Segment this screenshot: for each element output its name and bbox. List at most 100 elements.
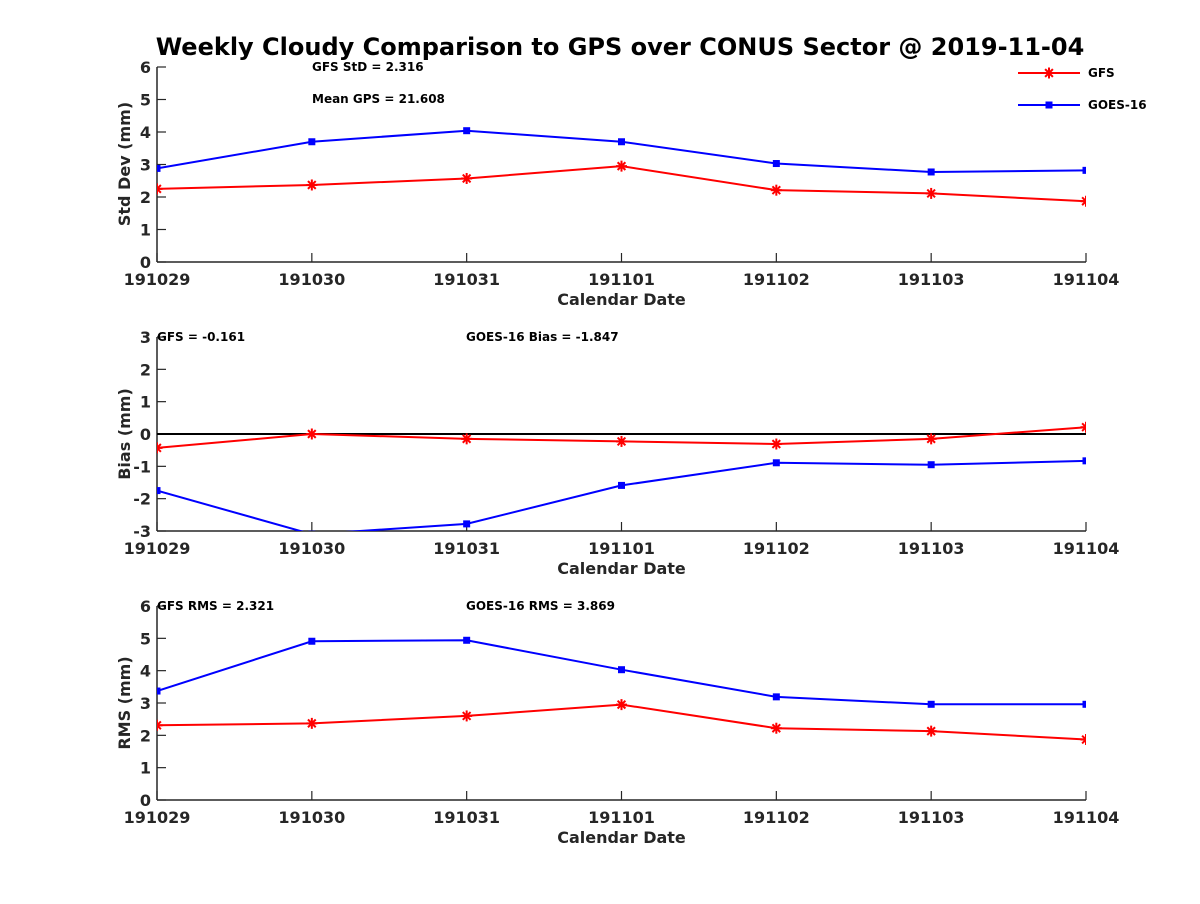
data-point-goes-16 [927, 168, 935, 176]
asterisk-stroke [307, 718, 317, 728]
data-point-gfs [770, 184, 782, 196]
x-tick-label: 191030 [278, 270, 345, 289]
data-point-goes-16 [308, 530, 316, 531]
data-point-gfs [616, 160, 627, 172]
asterisk-stroke [462, 711, 472, 721]
asterisk-stroke [771, 723, 781, 733]
data-point-goes-16 [1082, 700, 1086, 708]
data-point-gfs [925, 433, 937, 445]
y-tick-label: 5 [140, 629, 151, 648]
data-point-gfs [461, 433, 473, 445]
data-point-goes-16 [157, 487, 161, 495]
y-tick-label: 1 [140, 759, 151, 778]
legend-label: GOES-16 [1088, 98, 1147, 112]
asterisk-stroke [1081, 738, 1086, 745]
asterisk-stroke [462, 173, 472, 184]
data-point-goes-16 [772, 459, 780, 467]
data-point-goes-16 [308, 138, 316, 146]
panels: 0 1 2 3 4 5 6 191029 191030 191031 191101 191102 191… [115, 58, 1119, 847]
x-tick-label: 191029 [124, 808, 191, 827]
asterisk-stroke [616, 700, 627, 710]
y-tick-label: 3 [140, 694, 151, 713]
data-point-gfs [157, 442, 163, 454]
asterisk-stroke [1081, 734, 1086, 741]
data-point-goes-16 [1082, 457, 1086, 465]
x-tick-label: 191103 [898, 270, 965, 289]
asterisk-stroke [157, 720, 162, 727]
y-tick-label: 2 [140, 726, 151, 745]
data-point-gfs [616, 699, 627, 711]
y-tick-label: 5 [140, 91, 151, 110]
asterisk-stroke [157, 443, 162, 450]
asterisk-stroke [307, 429, 317, 439]
x-tick-label: 191102 [743, 539, 810, 558]
data-point-gfs [1080, 195, 1086, 207]
annotation: GFS = -0.161 [157, 330, 245, 344]
y-tick-label: 3 [140, 156, 151, 175]
data-point-gfs [770, 722, 782, 734]
data-point-goes-16 [618, 481, 625, 489]
x-tick-label: 191101 [588, 808, 655, 827]
data-point-gfs [461, 172, 473, 184]
data-point-goes-16 [1082, 166, 1086, 174]
data-point-gfs [616, 435, 627, 447]
asterisk-stroke [1081, 422, 1086, 429]
legend-label: GFS [1088, 66, 1115, 80]
asterisk-stroke [157, 184, 162, 191]
legend-marker [1045, 101, 1053, 109]
asterisk-stroke [926, 726, 936, 736]
data-point-goes-16 [772, 693, 780, 701]
x-tick-label: 191101 [588, 539, 655, 558]
annotation: GFS StD = 2.316 [312, 60, 424, 74]
data-point-gfs [1080, 734, 1086, 746]
x-tick-label: 191103 [898, 808, 965, 827]
y-tick-label: 0 [140, 253, 151, 272]
x-tick-label: 191104 [1053, 539, 1120, 558]
x-tick-label: 191030 [278, 808, 345, 827]
data-point-gfs [925, 187, 937, 199]
data-point-goes-16 [463, 127, 471, 135]
chart-title: Weekly Cloudy Comparison to GPS over CON… [156, 33, 1085, 61]
x-axis-label: Calendar Date [557, 290, 686, 309]
x-tick-label: 191101 [588, 270, 655, 289]
asterisk-stroke [771, 185, 781, 195]
y-axis-label: RMS (mm) [115, 656, 134, 749]
panel-1: 0 1 2 3 4 5 6 191029 191030 191031 191101 191102 191… [115, 58, 1119, 309]
x-tick-label: 191029 [124, 539, 191, 558]
x-tick-label: 191104 [1053, 808, 1120, 827]
asterisk-stroke [926, 434, 936, 444]
y-tick-label: 3 [140, 328, 151, 347]
data-point-goes-16 [463, 636, 471, 644]
data-point-goes-16 [308, 637, 316, 645]
data-point-goes-16 [157, 164, 161, 172]
data-point-gfs [306, 428, 318, 440]
data-point-gfs [157, 719, 163, 731]
panel-3: 0 1 2 3 4 5 6 191029 191030 191031 191101 191102 191… [115, 597, 1119, 847]
y-tick-label: -2 [133, 490, 151, 509]
series-group [157, 127, 1086, 207]
x-tick-label: 191031 [433, 270, 500, 289]
data-point-gfs [306, 717, 318, 729]
data-point-gfs [925, 725, 937, 737]
y-tick-label: -1 [133, 457, 151, 476]
y-tick-label: 1 [140, 221, 151, 240]
data-point-goes-16 [927, 700, 935, 708]
asterisk-stroke [307, 180, 317, 190]
annotation: Mean GPS = 21.608 [312, 92, 445, 106]
x-tick-label: 191029 [124, 270, 191, 289]
data-point-goes-16 [618, 138, 625, 146]
asterisk-stroke [157, 187, 162, 194]
asterisk-stroke [462, 434, 472, 444]
y-tick-label: 1 [140, 393, 151, 412]
x-axis-label: Calendar Date [557, 828, 686, 847]
y-tick-label: 2 [140, 188, 151, 207]
y-tick-label: 6 [140, 58, 151, 77]
annotation: GOES-16 Bias = -1.847 [466, 330, 619, 344]
series-group [157, 636, 1086, 746]
y-tick-label: 2 [140, 360, 151, 379]
y-axis-label: Std Dev (mm) [115, 102, 134, 226]
legend-marker [1043, 67, 1055, 79]
asterisk-stroke [616, 161, 627, 171]
